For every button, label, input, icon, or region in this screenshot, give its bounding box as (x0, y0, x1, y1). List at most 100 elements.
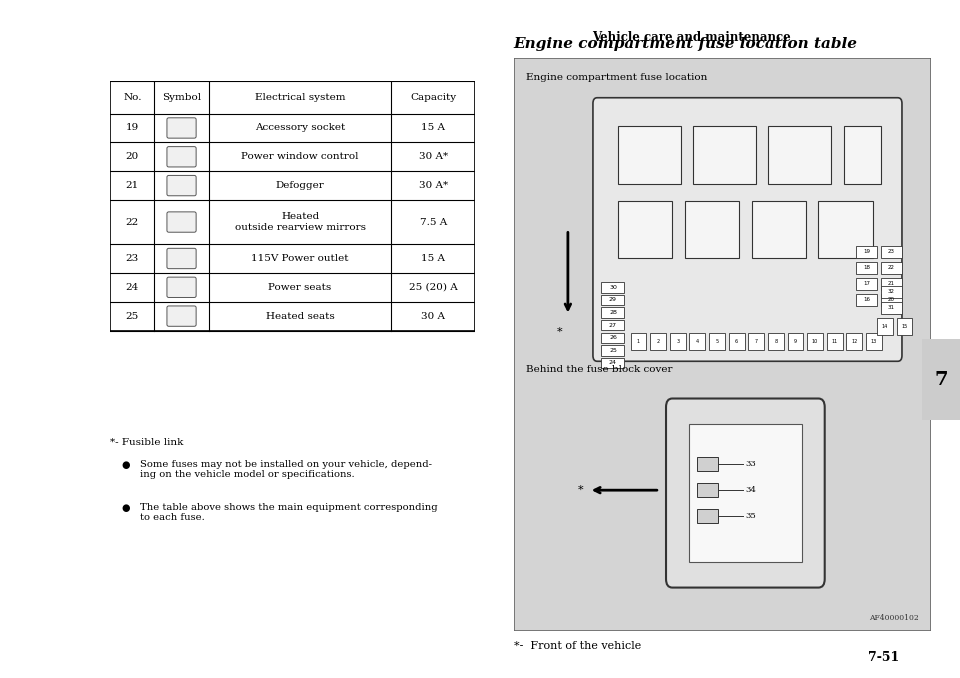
Bar (110, 81, 475, 330)
Bar (752, 201, 805, 258)
Bar (693, 126, 756, 184)
FancyBboxPatch shape (666, 399, 825, 588)
Text: 11: 11 (831, 339, 838, 344)
Bar (827, 333, 843, 350)
Text: 25: 25 (609, 348, 617, 353)
Bar (881, 285, 902, 298)
Text: 25 (20) A: 25 (20) A (409, 283, 458, 292)
Text: Some fuses may not be installed on your vehicle, depend-
ing on the vehicle mode: Some fuses may not be installed on your … (139, 460, 432, 479)
Text: Heated
outside rearview mirrors: Heated outside rearview mirrors (234, 212, 366, 232)
Bar (709, 333, 725, 350)
Text: Defogger: Defogger (276, 181, 324, 190)
Text: 31: 31 (888, 306, 895, 311)
Text: Behind the fuse block cover: Behind the fuse block cover (526, 365, 673, 374)
Text: 34: 34 (745, 486, 756, 494)
Text: Symbol: Symbol (162, 93, 201, 102)
FancyBboxPatch shape (167, 212, 196, 232)
Bar (748, 333, 764, 350)
Text: No.: No. (123, 93, 141, 102)
Text: 7-51: 7-51 (868, 652, 899, 664)
Text: Heated seats: Heated seats (266, 312, 334, 321)
Bar (689, 424, 802, 562)
Text: 10: 10 (812, 339, 818, 344)
Text: 19: 19 (863, 250, 870, 254)
Text: 20: 20 (126, 153, 139, 161)
Bar (670, 333, 685, 350)
Text: 22: 22 (126, 218, 139, 226)
Text: 7: 7 (934, 371, 948, 388)
Text: 30 A: 30 A (421, 312, 445, 321)
Text: 26: 26 (609, 336, 617, 340)
Bar (856, 262, 876, 274)
Text: 27: 27 (609, 323, 617, 327)
Bar (881, 245, 902, 258)
Text: 1: 1 (636, 339, 640, 344)
Text: 32: 32 (888, 290, 895, 294)
Text: 15 A: 15 A (421, 254, 445, 263)
Text: 6: 6 (735, 339, 738, 344)
Text: 7.5 A: 7.5 A (420, 218, 446, 226)
Text: 24: 24 (609, 361, 617, 365)
Bar (847, 333, 862, 350)
Text: 30 A*: 30 A* (419, 181, 447, 190)
FancyBboxPatch shape (593, 98, 902, 361)
Text: 115V Power outlet: 115V Power outlet (252, 254, 348, 263)
Bar (618, 126, 681, 184)
Text: Power window control: Power window control (241, 153, 359, 161)
Bar (768, 126, 831, 184)
Text: 25: 25 (126, 312, 139, 321)
Text: AF40000102: AF40000102 (869, 614, 919, 622)
Bar (856, 245, 876, 258)
Bar (807, 333, 823, 350)
Text: 18: 18 (863, 265, 870, 271)
Text: 21: 21 (888, 281, 895, 286)
Text: 9: 9 (794, 339, 797, 344)
Text: 20: 20 (888, 298, 895, 302)
Bar (601, 358, 624, 368)
Bar (601, 333, 624, 343)
Text: 15: 15 (901, 324, 907, 330)
FancyBboxPatch shape (167, 146, 196, 167)
Text: *- Fusible link: *- Fusible link (110, 438, 183, 447)
Text: 23: 23 (888, 250, 895, 254)
Bar (650, 333, 666, 350)
Bar (844, 126, 881, 184)
Text: 22: 22 (888, 265, 895, 271)
Bar (697, 508, 718, 523)
Text: 29: 29 (609, 298, 617, 302)
Text: 14: 14 (881, 324, 888, 330)
Text: 23: 23 (126, 254, 139, 263)
Text: The table above shows the main equipment corresponding
to each fuse.: The table above shows the main equipment… (139, 503, 437, 523)
Text: 13: 13 (871, 339, 877, 344)
Text: *-  Front of the vehicle: *- Front of the vehicle (514, 641, 641, 651)
Text: Engine compartment fuse location table: Engine compartment fuse location table (514, 37, 857, 52)
Text: 15 A: 15 A (421, 123, 445, 132)
Text: Accessory socket: Accessory socket (255, 123, 346, 132)
Text: 33: 33 (745, 460, 756, 468)
Bar (729, 333, 745, 350)
Bar (876, 318, 893, 336)
Bar (689, 333, 706, 350)
Bar (881, 302, 902, 315)
Bar (881, 262, 902, 274)
Text: Engine compartment fuse location: Engine compartment fuse location (526, 73, 708, 82)
Text: 2: 2 (657, 339, 660, 344)
Text: 17: 17 (863, 281, 870, 286)
FancyBboxPatch shape (167, 176, 196, 196)
Text: Capacity: Capacity (410, 93, 456, 102)
Bar (697, 457, 718, 471)
Text: ●: ● (121, 460, 130, 470)
Bar (866, 333, 882, 350)
Bar (618, 201, 672, 258)
Text: 3: 3 (676, 339, 680, 344)
Text: 4: 4 (696, 339, 699, 344)
Bar (631, 333, 646, 350)
Text: ●: ● (121, 503, 130, 513)
Bar (768, 333, 783, 350)
Bar (787, 333, 804, 350)
Bar (856, 277, 876, 290)
Text: 16: 16 (863, 298, 870, 302)
Bar (684, 201, 739, 258)
Text: Electrical system: Electrical system (254, 93, 346, 102)
Text: 5: 5 (715, 339, 718, 344)
